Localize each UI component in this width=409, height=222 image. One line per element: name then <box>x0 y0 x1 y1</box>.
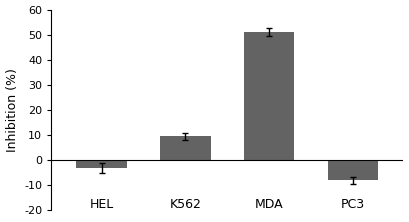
Y-axis label: Inhibition (%): Inhibition (%) <box>6 68 18 152</box>
Text: K562: K562 <box>169 198 201 211</box>
Text: HEL: HEL <box>90 198 114 211</box>
Bar <box>76 160 127 168</box>
Bar <box>244 32 294 160</box>
Bar <box>328 160 378 180</box>
Text: PC3: PC3 <box>341 198 365 211</box>
Bar <box>160 136 211 160</box>
Text: MDA: MDA <box>255 198 283 211</box>
